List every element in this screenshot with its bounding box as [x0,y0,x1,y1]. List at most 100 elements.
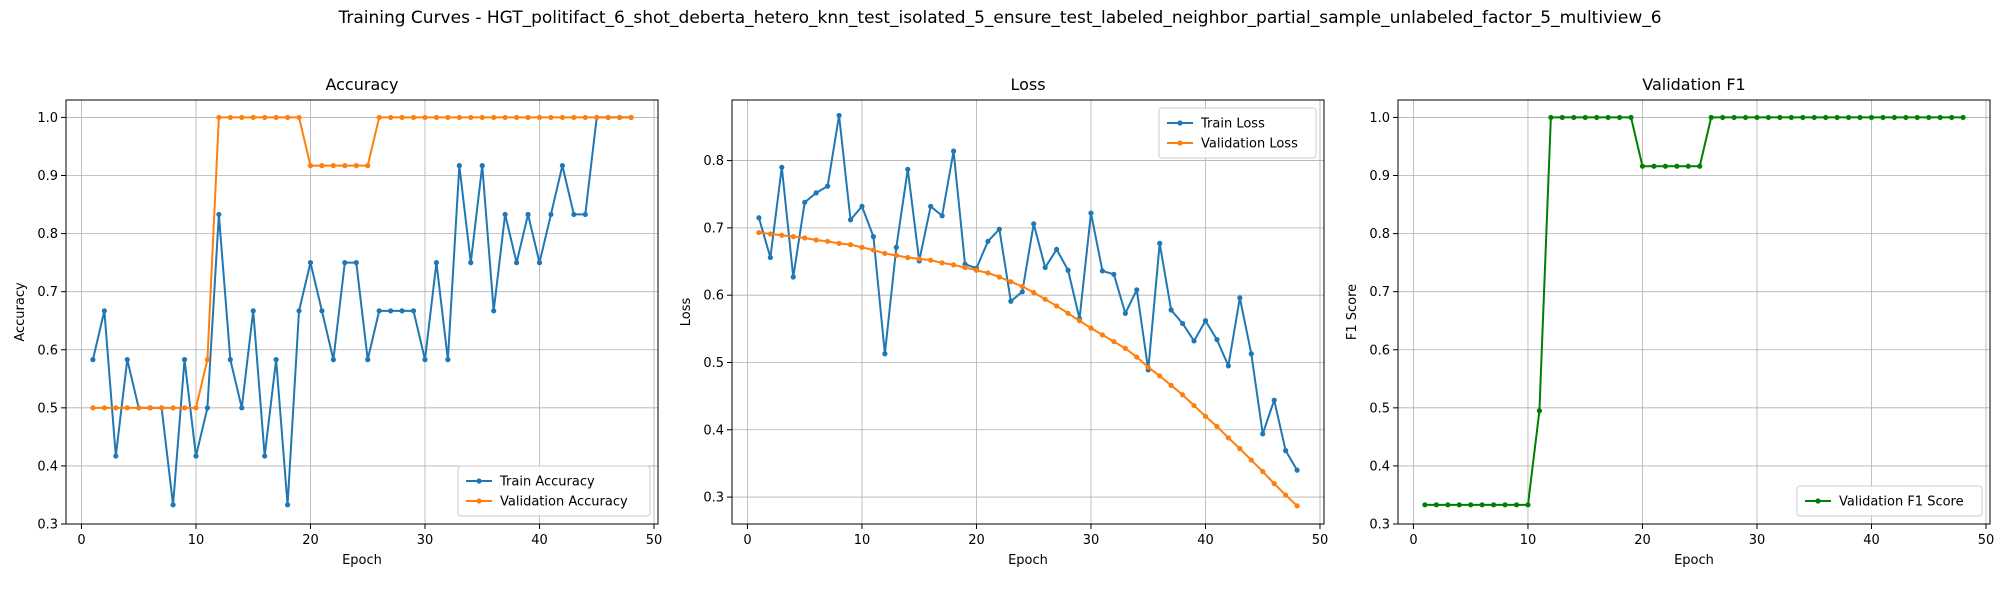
data-point [1571,114,1577,121]
data-point [536,114,543,121]
data-point [342,260,348,266]
data-point [1582,114,1588,121]
data-point [1823,114,1829,121]
data-point [101,308,107,314]
x-tick-label: 40 [1197,533,1214,548]
legend: Validation F1 Score [1796,485,1983,517]
data-point [1479,502,1485,508]
data-point [1788,114,1794,121]
legend-box [1158,107,1317,159]
data-point [1157,373,1163,379]
data-point [790,274,796,280]
data-point [1168,382,1174,388]
data-point [239,114,245,121]
y-tick-label: 0.6 [37,343,58,358]
data-point [962,264,968,271]
data-point [181,405,188,411]
legend-marker [1177,120,1183,126]
data-point [319,163,325,169]
data-point [1445,502,1451,508]
data-point [1237,295,1243,301]
data-point [996,226,1002,232]
data-point [113,405,119,411]
data-point [193,405,199,411]
data-point [1525,502,1531,508]
data-point [1926,114,1932,121]
data-point [1179,320,1186,327]
data-point [836,112,842,119]
data-point [307,163,314,169]
y-tick-label: 0.5 [1369,401,1390,416]
data-point [767,231,773,237]
x-tick-label: 50 [1312,533,1329,548]
data-point [939,260,945,266]
data-point [204,405,211,411]
data-point [1294,467,1300,473]
data-point [1513,502,1520,508]
data-point [1076,318,1083,324]
chart-title: Accuracy [325,75,398,94]
data-point [513,114,520,121]
data-point [445,357,451,363]
data-point [1294,503,1300,509]
data-point [950,262,957,268]
data-point [1468,502,1474,508]
y-tick-label: 0.3 [703,491,724,506]
figure-suptitle: Training Curves - HGT_politifact_6_shot_… [338,8,1662,28]
x-tick-label: 0 [1409,533,1417,548]
data-point [1845,114,1852,121]
data-point [1685,163,1691,169]
chart-title: Validation F1 [1642,75,1745,94]
data-point [1937,114,1943,121]
data-point [136,405,142,411]
data-point [422,357,428,363]
y-tick-label: 0.8 [37,227,58,242]
data-point [582,211,588,218]
data-point [1054,303,1060,309]
data-point [905,166,911,172]
data-point [1019,289,1025,295]
x-tick-label: 40 [1863,533,1880,548]
data-point [491,308,497,314]
data-point [1456,502,1462,508]
data-point [433,260,440,266]
data-point [216,211,222,218]
y-tick-label: 0.4 [37,459,58,474]
axes-frame [731,99,1325,525]
data-point [422,114,428,121]
y-tick-label: 1.0 [37,111,58,126]
data-point [1031,221,1037,227]
data-point [273,114,279,121]
data-point [502,211,508,218]
data-point [170,502,176,508]
x-axis-label: Epoch [1674,553,1714,568]
data-point [1019,283,1025,290]
data-point [1765,114,1772,121]
data-point [1605,114,1611,121]
legend-label: Train Loss [1200,117,1265,132]
data-point [1880,114,1886,121]
data-point [1145,364,1151,370]
legend-label: Validation Accuracy [500,495,628,510]
chart-loss: 0 10 20 30 40 50 0.3 0.4 0.5 0.6 0.7 0.8 Loss Epoch Lo… [679,75,1328,568]
y-tick-label: 0.3 [1369,518,1390,533]
data-point [376,308,382,314]
y-tick-label: 0.8 [703,154,724,169]
data-point [1857,114,1863,121]
data-point [101,405,107,411]
data-point [1548,114,1554,121]
data-point [1099,268,1106,274]
data-point [124,357,130,363]
data-point [1891,114,1897,121]
data-point [628,114,634,121]
data-point [1122,345,1128,351]
data-point [388,308,394,314]
legend-marker [476,478,482,484]
data-point [1960,114,1966,121]
chart-validation-f1: 0 10 20 30 40 50 0.3 0.4 0.5 0.6 0.7 0.8 0.9 1.0 Valid… [1345,75,1994,568]
data-point [296,308,302,314]
data-point [1283,448,1289,454]
data-point [1720,114,1726,121]
x-tick-label: 30 [1083,533,1100,548]
data-point [1248,457,1254,463]
